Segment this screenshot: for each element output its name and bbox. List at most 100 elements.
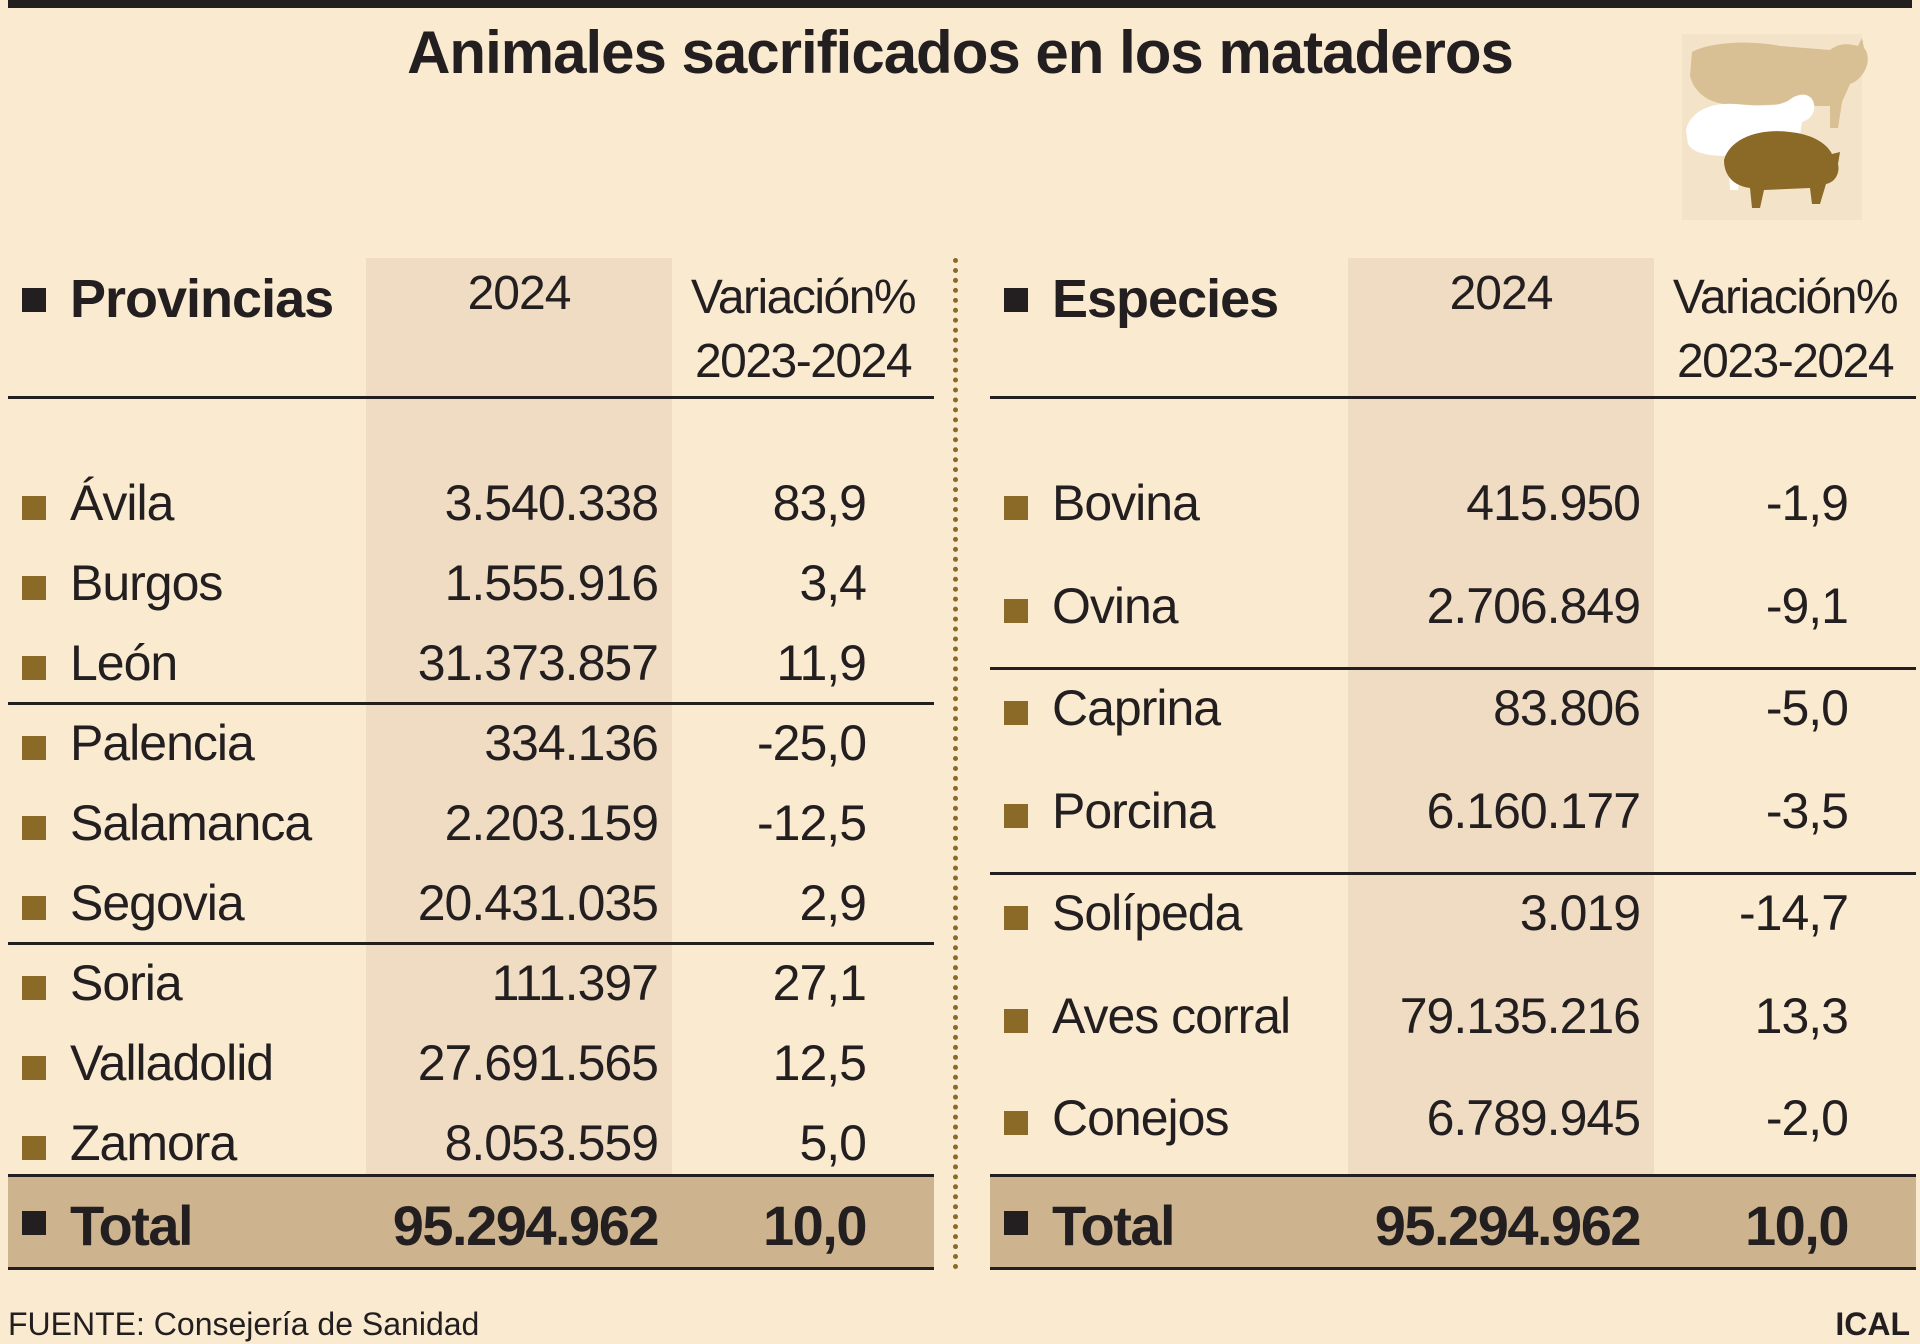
row-name: Soria (70, 955, 183, 1011)
header-rule (8, 396, 934, 399)
row-value: 415.950 (1466, 475, 1641, 531)
table-row: Burgos 1.555.916 3,4 (8, 550, 934, 630)
provincias-table: Provincias 2024 Variación% 2023-2024 Ávi… (8, 258, 934, 1276)
row-bullet (22, 736, 46, 760)
table-row: Ávila 3.540.338 83,9 (8, 470, 934, 550)
row-name: Valladolid (70, 1035, 274, 1091)
table-row: Conejos 6.789.945 -2,0 (990, 1085, 1916, 1188)
total-bullet (22, 1211, 46, 1235)
row-variation: -3,5 (1765, 782, 1849, 839)
row-value: 1.555.916 (444, 555, 659, 611)
especies-table: Especies 2024 Variación% 2023-2024 Bovin… (990, 258, 1916, 1276)
total-value: 95.294.962 (392, 1194, 660, 1257)
row-bullet (1004, 1008, 1028, 1033)
row-value: 27.691.565 (417, 1035, 659, 1091)
row-variation: -12,5 (757, 795, 867, 851)
table-row: Valladolid 27.691.565 12,5 (8, 1030, 934, 1110)
total-value: 95.294.962 (1374, 1194, 1642, 1257)
top-rule (8, 0, 1912, 8)
row-variation: 11,9 (776, 635, 867, 691)
total-label: Total (1052, 1194, 1176, 1257)
row-value: 111.397 (491, 955, 659, 1011)
row-value: 20.431.035 (417, 875, 659, 931)
chart-title: Animales sacrificados en los mataderos (407, 19, 1514, 86)
row-bullet (22, 976, 46, 1000)
header-variation-line1: Variación% (690, 271, 917, 324)
row-variation: 5,0 (799, 1115, 867, 1171)
header-rule (990, 396, 1916, 399)
row-name: Bovina (1052, 475, 1200, 531)
total-label: Total (70, 1194, 194, 1257)
table-header: Especies 2024 Variación% 2023-2024 (990, 258, 1916, 399)
table-row: Solípeda 3.019 -14,7 (990, 880, 1916, 983)
row-name: Conejos (1052, 1090, 1229, 1146)
row-variation: -2,0 (1765, 1090, 1849, 1146)
table-row: Salamanca 2.203.159 -12,5 (8, 790, 934, 870)
column-divider (953, 258, 958, 1270)
row-name: Salamanca (70, 795, 312, 851)
row-variation: -14,7 (1739, 885, 1849, 941)
header-label: Especies (1052, 269, 1279, 329)
table-header: Provincias 2024 Variación% 2023-2024 (8, 258, 934, 399)
row-bullet (22, 1056, 46, 1080)
row-name: Ávila (70, 475, 174, 531)
table-row: Bovina 415.950 -1,9 (990, 470, 1916, 573)
source-note: FUENTE: Consejería de Sanidad (8, 1306, 480, 1342)
row-variation: 3,4 (799, 555, 867, 611)
row-name: Caprina (1052, 680, 1221, 736)
total-bullet (1004, 1211, 1028, 1235)
row-bullet (1004, 598, 1028, 623)
row-variation: -1,9 (1765, 475, 1849, 531)
row-name: Burgos (70, 555, 223, 611)
row-value: 6.789.945 (1426, 1090, 1641, 1146)
row-name: Ovina (1052, 577, 1179, 634)
row-bullet (1004, 496, 1028, 520)
table-row: Palencia 334.136 -25,0 (8, 710, 934, 790)
row-name: León (70, 635, 178, 691)
group-rule (990, 872, 1916, 875)
row-value: 3.019 (1519, 885, 1641, 941)
header-variation: Variación% 2023-2024 (1654, 266, 1916, 394)
row-name: Solípeda (1052, 885, 1242, 941)
row-value: 334.136 (484, 715, 659, 771)
header-variation-line1: Variación% (1672, 271, 1899, 324)
row-bullet (22, 1136, 46, 1160)
row-bullet (22, 816, 46, 840)
row-variation: -9,1 (1765, 577, 1849, 634)
total-row: Total 95.294.962 10,0 (8, 1174, 934, 1270)
row-bullet (22, 656, 46, 680)
row-bullet (1004, 906, 1028, 930)
header-label: Provincias (70, 269, 334, 329)
group-rule (990, 667, 1916, 670)
header-variation: Variación% 2023-2024 (672, 266, 934, 394)
header-variation-line2: 2023-2024 (1676, 335, 1895, 388)
header-variation-line2: 2023-2024 (694, 335, 913, 388)
row-bullet (22, 896, 46, 920)
row-bullet (1004, 1111, 1028, 1135)
row-value: 3.540.338 (444, 475, 659, 531)
row-bullet (22, 576, 46, 600)
total-row: Total 95.294.962 10,0 (990, 1174, 1916, 1270)
header-bullet (1004, 288, 1028, 312)
row-variation: 12,5 (772, 1035, 867, 1091)
total-variation: 10,0 (763, 1194, 868, 1257)
table-row: Zamora 8.053.559 5,0 (8, 1110, 934, 1190)
table-row: León 31.373.857 11,9 (8, 630, 934, 710)
row-bullet (22, 496, 46, 520)
row-value: 31.373.857 (417, 635, 659, 691)
header-year: 2024 (467, 267, 572, 320)
table-row: Segovia 20.431.035 2,9 (8, 870, 934, 950)
row-value: 2.203.159 (444, 795, 659, 851)
row-name: Palencia (70, 715, 255, 771)
header-bullet (22, 288, 46, 312)
row-variation: 13,3 (1754, 987, 1849, 1044)
row-name: Zamora (70, 1115, 237, 1171)
group-rule (8, 702, 934, 705)
row-variation: -5,0 (1765, 680, 1849, 736)
row-value: 79.135.216 (1399, 987, 1641, 1044)
row-variation: 27,1 (772, 955, 867, 1011)
year-column-shade (366, 258, 672, 1174)
credit-label: ICAL (1835, 1306, 1910, 1342)
livestock-icon (1682, 34, 1868, 220)
